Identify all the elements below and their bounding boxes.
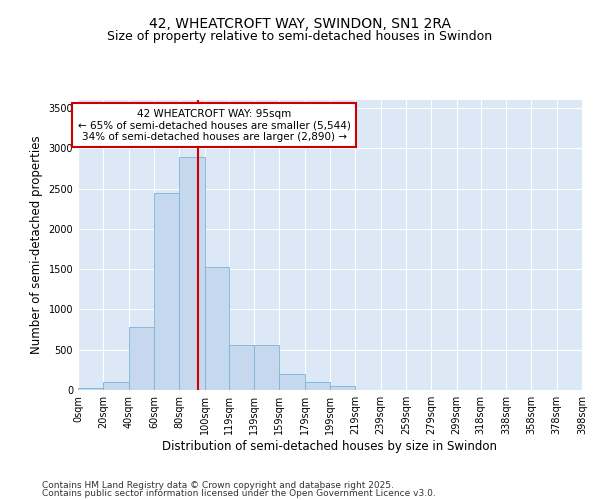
Bar [154, 192, 179, 390]
Bar [78, 388, 103, 390]
X-axis label: Distribution of semi-detached houses by size in Swindon: Distribution of semi-detached houses by … [163, 440, 497, 453]
Text: 42 WHEATCROFT WAY: 95sqm
← 65% of semi-detached houses are smaller (5,544)
34% o: 42 WHEATCROFT WAY: 95sqm ← 65% of semi-d… [77, 108, 350, 142]
Bar [103, 382, 128, 390]
Bar [305, 382, 330, 390]
Y-axis label: Number of semi-detached properties: Number of semi-detached properties [30, 136, 43, 354]
Bar [229, 346, 254, 390]
Bar [128, 327, 154, 390]
Text: Contains public sector information licensed under the Open Government Licence v3: Contains public sector information licen… [42, 488, 436, 498]
Text: Contains HM Land Registry data © Crown copyright and database right 2025.: Contains HM Land Registry data © Crown c… [42, 481, 394, 490]
Bar [330, 386, 355, 390]
Bar [179, 157, 205, 390]
Bar [205, 267, 229, 390]
Text: Size of property relative to semi-detached houses in Swindon: Size of property relative to semi-detach… [107, 30, 493, 43]
Bar [280, 374, 305, 390]
Bar [254, 346, 280, 390]
Text: 42, WHEATCROFT WAY, SWINDON, SN1 2RA: 42, WHEATCROFT WAY, SWINDON, SN1 2RA [149, 18, 451, 32]
